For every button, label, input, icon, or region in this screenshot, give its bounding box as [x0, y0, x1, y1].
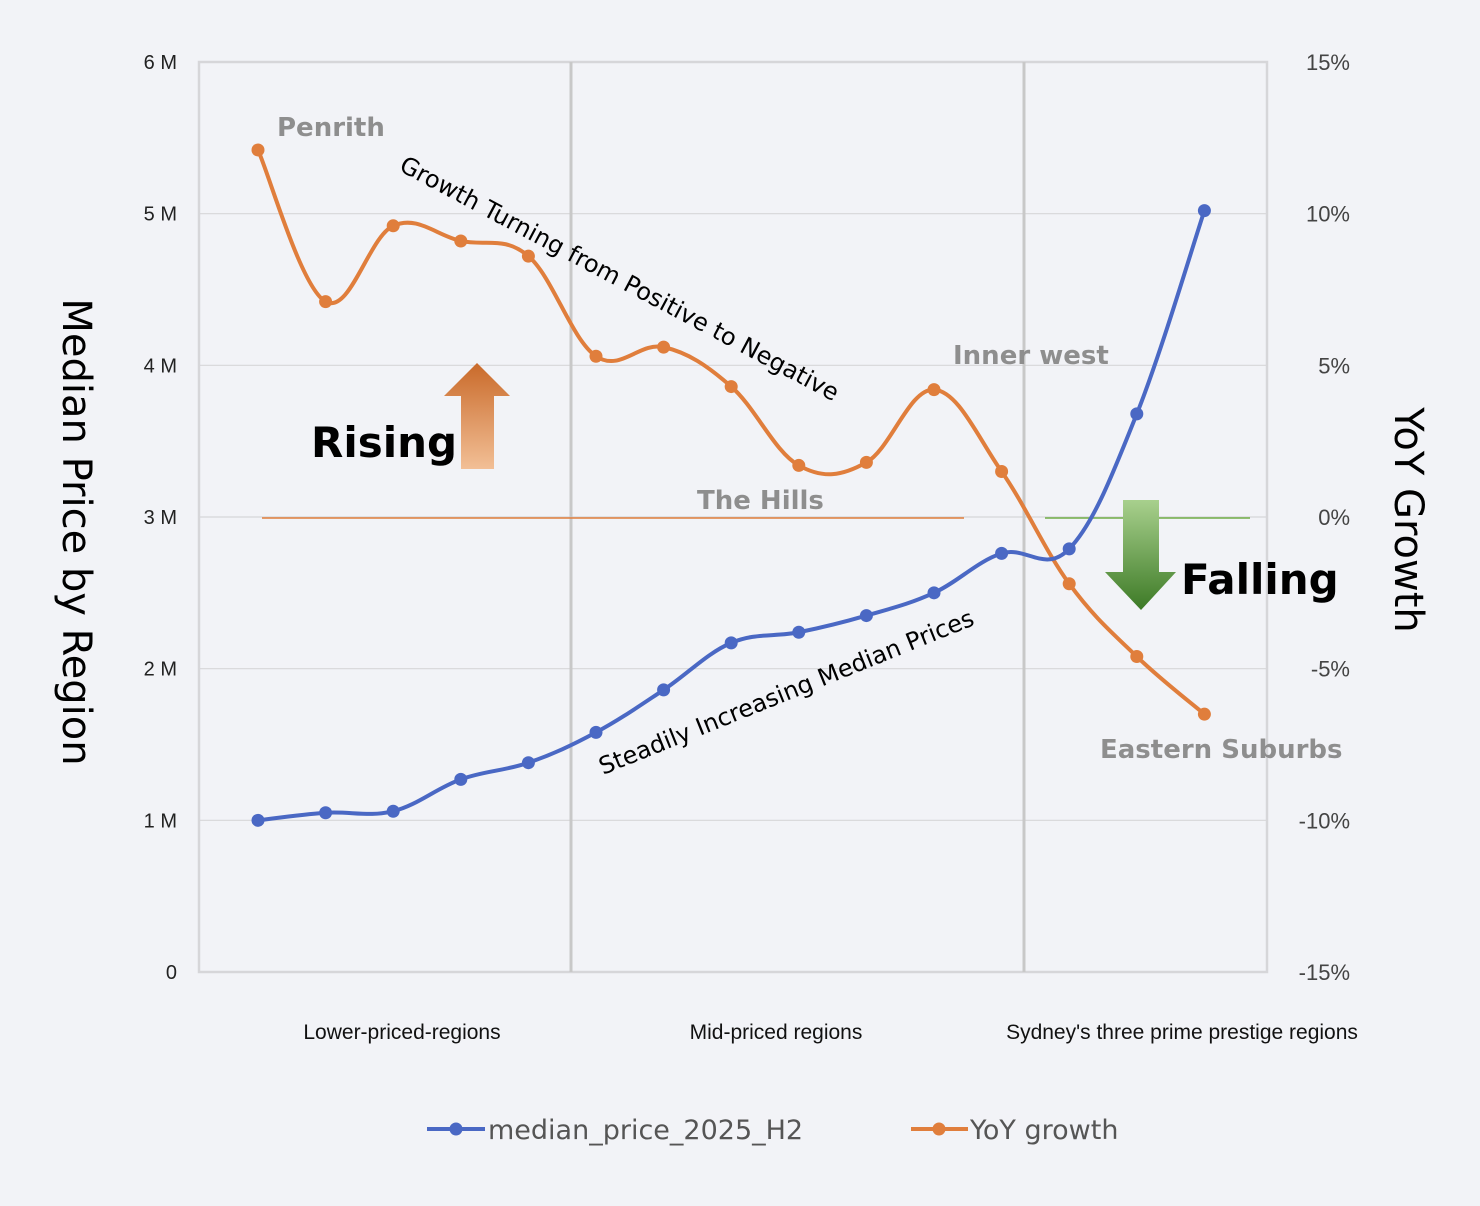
- data-point-price: [859, 609, 873, 623]
- annotation-price-trend: Steadily Increasing Median Prices: [595, 604, 978, 781]
- rising-label: Rising: [311, 418, 457, 467]
- data-point-growth: [521, 249, 535, 263]
- data-point-growth: [1197, 707, 1211, 721]
- legend: median_price_2025_H2 YoY growth: [427, 1115, 1118, 1146]
- data-point-price: [589, 725, 603, 739]
- y-left-tick-label: 1 M: [144, 810, 177, 832]
- y-right-tick-label: -5%: [1311, 657, 1350, 682]
- data-point-growth: [319, 295, 333, 309]
- data-point-price: [724, 636, 738, 650]
- data-point-growth: [589, 349, 603, 363]
- data-point-growth: [724, 380, 738, 394]
- data-point-growth: [454, 234, 468, 248]
- data-point-price: [927, 586, 941, 600]
- rising-arrow-icon: [444, 363, 510, 469]
- data-point-price: [657, 683, 671, 697]
- y-left-tick-label: 4 M: [144, 355, 177, 377]
- data-point-price: [251, 813, 265, 827]
- data-point-growth: [927, 383, 941, 397]
- region-label-eastern-suburbs: Eastern Suburbs: [1100, 735, 1343, 765]
- axis-ticks: 0 1 M 2 M 3 M 4 M 5 M 6 M -15% -10% -5% 0% 5% 10% 15%: [144, 50, 1350, 985]
- y-right-tick-label: 15%: [1306, 50, 1350, 75]
- data-point-growth: [995, 465, 1009, 478]
- y-right-tick-label: -10%: [1299, 808, 1350, 833]
- y-left-tick-label: 2 M: [144, 659, 177, 681]
- data-point-price: [386, 804, 400, 818]
- data-point-price: [995, 546, 1009, 560]
- data-point-price: [1062, 542, 1076, 556]
- data-point-price: [1197, 204, 1211, 218]
- plot-frame: [197, 60, 1269, 974]
- category-label-lower: Lower-priced-regions: [303, 1021, 500, 1044]
- y-axis-left-title: Median Price by Region: [53, 298, 99, 765]
- region-label-inner-west: Inner west: [953, 341, 1109, 371]
- data-point-price: [319, 806, 333, 820]
- legend-label-price: median_price_2025_H2: [488, 1115, 803, 1146]
- y-left-tick-label: 3 M: [144, 507, 177, 529]
- data-point-price: [792, 625, 806, 639]
- annotation-growth-trend: Growth Turning from Positive to Negative: [395, 151, 844, 407]
- y-right-tick-label: 0%: [1318, 505, 1350, 530]
- data-point-growth: [859, 455, 873, 469]
- y-left-tick-label: 6 M: [144, 52, 177, 74]
- y-right-tick-label: 10%: [1306, 202, 1350, 227]
- series-line-price: [257, 210, 1207, 823]
- data-point-growth: [792, 458, 806, 472]
- region-label-penrith: Penrith: [277, 113, 385, 143]
- y-right-tick-label: -15%: [1299, 960, 1350, 985]
- data-point-growth: [1130, 650, 1144, 664]
- category-label-mid: Mid-priced regions: [690, 1021, 863, 1044]
- y-right-tick-label: 5%: [1318, 353, 1350, 378]
- data-point-price: [454, 772, 468, 786]
- legend-marker-price: [449, 1122, 463, 1136]
- data-point-growth: [251, 143, 265, 157]
- legend-label-growth: YoY growth: [969, 1115, 1118, 1146]
- data-point-price: [1130, 407, 1144, 421]
- gridlines: [199, 213, 1267, 821]
- data-point-growth: [657, 340, 671, 354]
- y-axis-right-title: YoY Growth: [1385, 406, 1431, 633]
- data-point-price: [521, 756, 535, 770]
- y-left-tick-label: 0: [166, 962, 177, 984]
- falling-arrow-icon: [1105, 500, 1176, 610]
- legend-marker-growth: [932, 1122, 946, 1136]
- data-point-growth: [386, 219, 400, 233]
- category-label-prestige: Sydney's three prime prestige regions: [1006, 1021, 1358, 1044]
- plot-border: [197, 60, 1269, 974]
- y-left-tick-label: 5 M: [144, 204, 177, 226]
- data-point-growth: [1062, 577, 1076, 591]
- region-label-the-hills: The Hills: [697, 486, 824, 516]
- falling-label: Falling: [1181, 555, 1339, 604]
- series: [251, 143, 1211, 827]
